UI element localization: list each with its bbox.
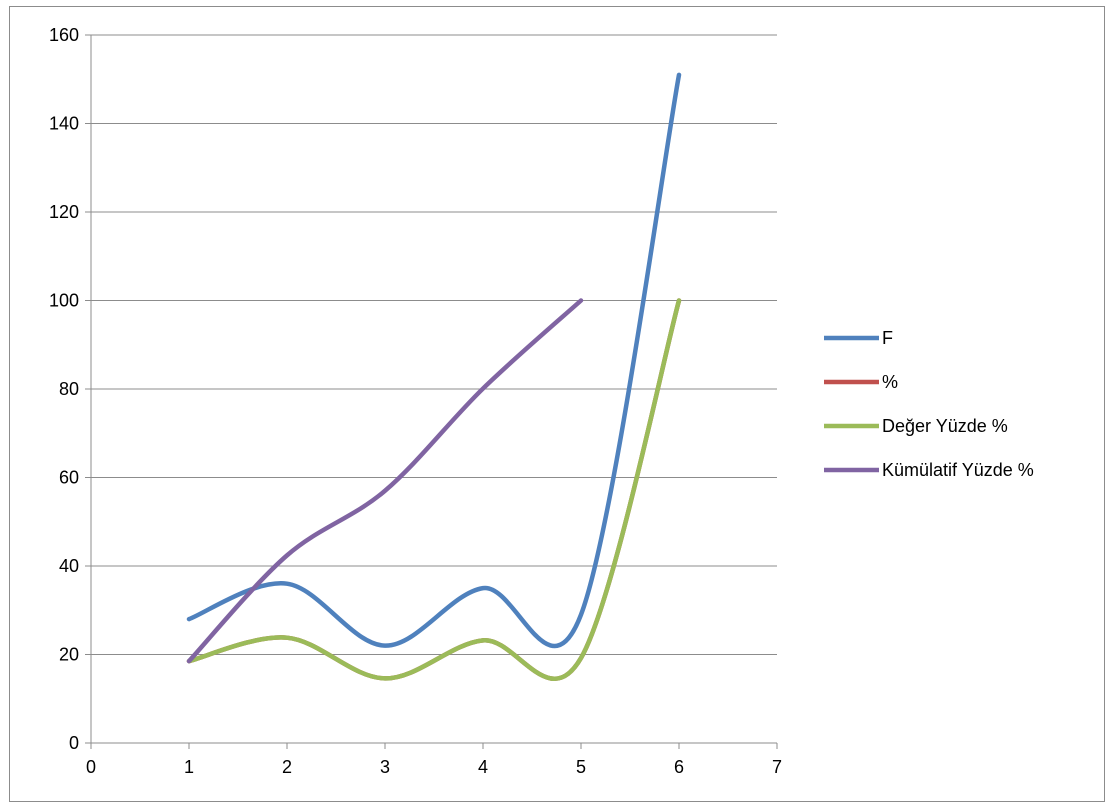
- gridlines: [91, 34, 777, 655]
- legend-label-3: Kümülatif Yüzde %: [882, 460, 1034, 480]
- y-tick-label: 80: [59, 379, 79, 399]
- x-tick-label: 0: [86, 757, 96, 777]
- y-tick-label: 40: [59, 556, 79, 576]
- y-tick-label: 60: [59, 468, 79, 488]
- y-tick-label: 100: [49, 291, 79, 311]
- y-tick-label: 0: [69, 733, 79, 753]
- legend-label-1: %: [882, 372, 898, 392]
- x-tick-label: 3: [380, 757, 390, 777]
- legend-label-2: Değer Yüzde %: [882, 416, 1008, 436]
- series-line-0: [186, 72, 682, 649]
- axes: 0 20 40 60 80 100 120 140 160 0 1 2 3 4 5 6 7: [49, 25, 782, 777]
- y-tick-label: 140: [49, 114, 79, 134]
- x-tick-label: 5: [576, 757, 586, 777]
- series-line-3: [186, 298, 584, 664]
- x-tick-label: 4: [478, 757, 488, 777]
- x-tick-label: 1: [184, 757, 194, 777]
- y-tick-label: 20: [59, 645, 79, 665]
- chart-frame: [9, 6, 1105, 802]
- series-line-1: [186, 298, 682, 681]
- y-tick-label: 120: [49, 202, 79, 222]
- x-tick-label: 2: [282, 757, 292, 777]
- series-line-2: [186, 298, 682, 681]
- series-lines: [186, 72, 682, 681]
- legend: F% Değer Yüzde % Kümülatif Yüzde %: [824, 328, 1034, 480]
- legend-label-0: F: [882, 328, 893, 348]
- y-tick-label: 160: [49, 25, 79, 45]
- x-tick-label: 6: [674, 757, 684, 777]
- x-tick-label: 7: [772, 757, 782, 777]
